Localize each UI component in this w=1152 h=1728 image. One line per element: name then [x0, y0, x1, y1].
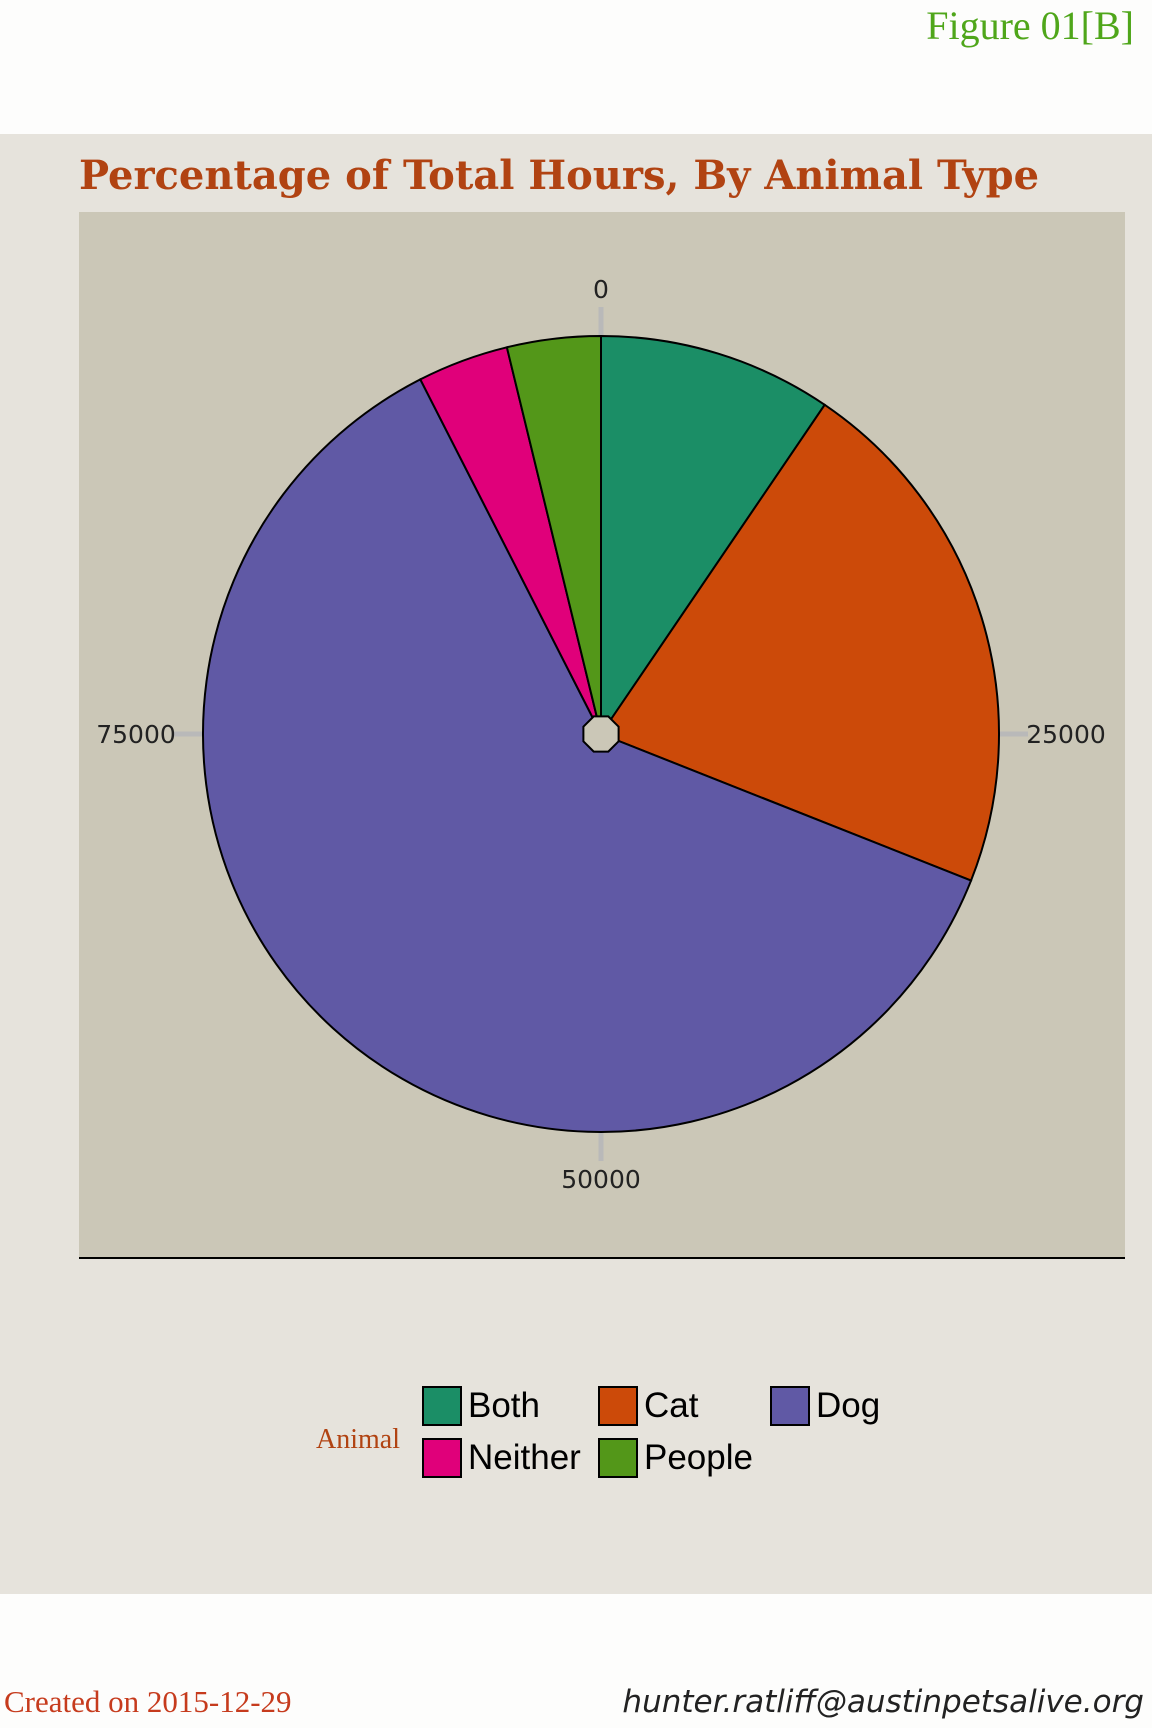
legend-swatch [422, 1438, 462, 1478]
slice-cat [599, 403, 1000, 882]
tick-label-50000: 50000 [561, 1165, 641, 1194]
legend-item-both: Both [422, 1384, 540, 1428]
slice-dog [202, 378, 973, 1133]
legend-label: Cat [644, 1386, 699, 1425]
chart-title: Percentage of Total Hours, By Animal Typ… [79, 152, 1040, 199]
legend-item-dog: Dog [770, 1384, 880, 1428]
legend-swatch [422, 1386, 462, 1426]
legend-title: Animal [316, 1424, 400, 1455]
slice-both [600, 334, 827, 738]
legend-swatch [598, 1438, 638, 1478]
legend-item-people: People [598, 1436, 753, 1480]
tick-label-0: 0 [593, 275, 609, 304]
figure-label: Figure 01[B] [926, 3, 1134, 48]
tick-label-75000: 75000 [96, 720, 176, 749]
legend-swatch [770, 1386, 810, 1426]
pie-center [582, 715, 620, 753]
legend-label: People [644, 1438, 753, 1477]
created-date: Created on 2015-12-29 [4, 1684, 292, 1719]
legend-label: Dog [816, 1386, 881, 1425]
slice-people [505, 334, 602, 735]
legend-label: Neither [468, 1438, 581, 1477]
tick-label-25000: 25000 [1026, 720, 1106, 749]
author-email: hunter.ratliff@austinpetsalive.org [622, 1684, 1144, 1720]
tick-labels: 0 25000 50000 75000 [96, 275, 1106, 1194]
legend-swatch [598, 1386, 638, 1426]
legend-item-neither: Neither [422, 1436, 581, 1480]
legend-item-cat: Cat [598, 1384, 698, 1428]
legend-label: Both [468, 1386, 540, 1425]
pie-slices [202, 334, 1000, 1133]
